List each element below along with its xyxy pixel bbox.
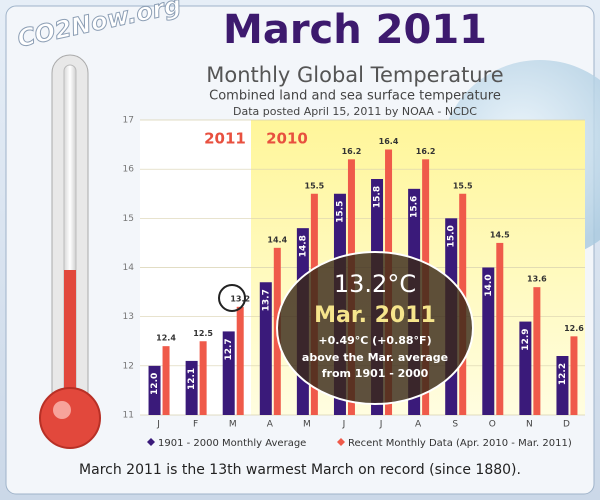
value-label: 12.1: [187, 368, 197, 390]
value-label: 12.6: [564, 324, 584, 333]
legend-label: 1901 - 2000 Monthly Average: [158, 438, 306, 449]
value-label: 12.2: [558, 363, 568, 385]
x-tick-label: S: [452, 420, 458, 430]
x-tick-label: A: [415, 420, 422, 430]
value-label: 15.5: [305, 181, 325, 190]
source: Data posted April 15, 2011 by NOAA - NCD…: [233, 105, 477, 118]
x-tick-label: J: [379, 420, 383, 430]
value-label: 13.7: [261, 289, 271, 311]
y-tick-label: 11: [123, 411, 134, 421]
value-label: 12.4: [156, 334, 176, 343]
chart-title: March 2011: [223, 7, 487, 53]
value-label: 12.9: [521, 328, 531, 350]
callout-anomaly: +0.49°C (+0.88°F): [318, 334, 431, 347]
y-tick-label: 16: [123, 165, 135, 175]
x-tick-label: M: [303, 420, 311, 430]
value-label: 13.6: [527, 275, 547, 284]
bar: [496, 242, 504, 415]
bar: [162, 346, 170, 415]
callout-text: from 1901 - 2000: [322, 367, 429, 380]
bar: [148, 365, 161, 415]
callout-period: Mar. 2011: [314, 303, 436, 328]
y-tick-label: 14: [123, 263, 135, 273]
value-label: 14.5: [490, 230, 510, 239]
x-tick-label: O: [489, 420, 496, 430]
highlight-circle: [218, 284, 246, 312]
value-label: 12.0: [150, 373, 160, 395]
year-label: 2011: [204, 130, 246, 148]
bar: [533, 287, 541, 415]
value-label: 15.5: [335, 201, 345, 223]
bar: [222, 331, 235, 415]
bar: [185, 360, 198, 415]
thermometer-bulb: [39, 387, 101, 449]
value-label: 15.8: [373, 186, 383, 208]
value-label: 15.0: [447, 225, 457, 247]
x-tick-label: J: [156, 420, 160, 430]
callout-text: above the Mar. average: [302, 351, 448, 364]
value-label: 12.7: [224, 338, 234, 360]
bar: [519, 321, 532, 415]
value-label: 16.4: [379, 137, 399, 146]
legend-swatch: [337, 438, 345, 446]
legend-label: Recent Monthly Data (Apr. 2010 - Mar. 20…: [348, 438, 572, 449]
chart-subtitle: Monthly Global Temperature: [206, 63, 503, 87]
bar: [556, 356, 569, 415]
bar: [570, 336, 578, 415]
x-tick-label: D: [563, 420, 570, 430]
x-tick-label: N: [526, 420, 533, 430]
y-tick-label: 17: [123, 116, 134, 126]
value-label: 14.8: [298, 235, 308, 257]
value-label: 14.4: [267, 235, 287, 244]
bar: [236, 306, 244, 415]
value-label: 16.2: [416, 147, 436, 156]
bar: [199, 341, 207, 415]
bulb-highlight: [53, 401, 71, 419]
value-label: 16.2: [342, 147, 362, 156]
value-label: 15.6: [410, 196, 420, 218]
thermometer-level: [64, 270, 76, 410]
bar: [259, 282, 272, 415]
y-tick-label: 15: [123, 214, 134, 224]
x-tick-label: A: [267, 420, 274, 430]
callout-value: 13.2°C: [334, 270, 416, 298]
footer: March 2011 is the 13th warmest March on …: [79, 462, 521, 478]
y-tick-label: 13: [123, 312, 134, 322]
x-tick-label: J: [342, 420, 346, 430]
callout: [276, 251, 474, 405]
bar: [482, 267, 495, 415]
y-tick-label: 12: [123, 361, 134, 371]
description: Combined land and sea surface temperatur…: [209, 89, 501, 104]
value-label: 13.2: [230, 294, 250, 303]
value-label: 14.0: [484, 274, 494, 296]
legend-swatch: [147, 438, 155, 446]
x-tick-label: F: [193, 420, 198, 430]
x-tick-label: M: [229, 420, 237, 430]
value-label: 15.5: [453, 181, 473, 190]
year-label: 2010: [266, 130, 308, 148]
value-label: 12.5: [193, 329, 213, 338]
